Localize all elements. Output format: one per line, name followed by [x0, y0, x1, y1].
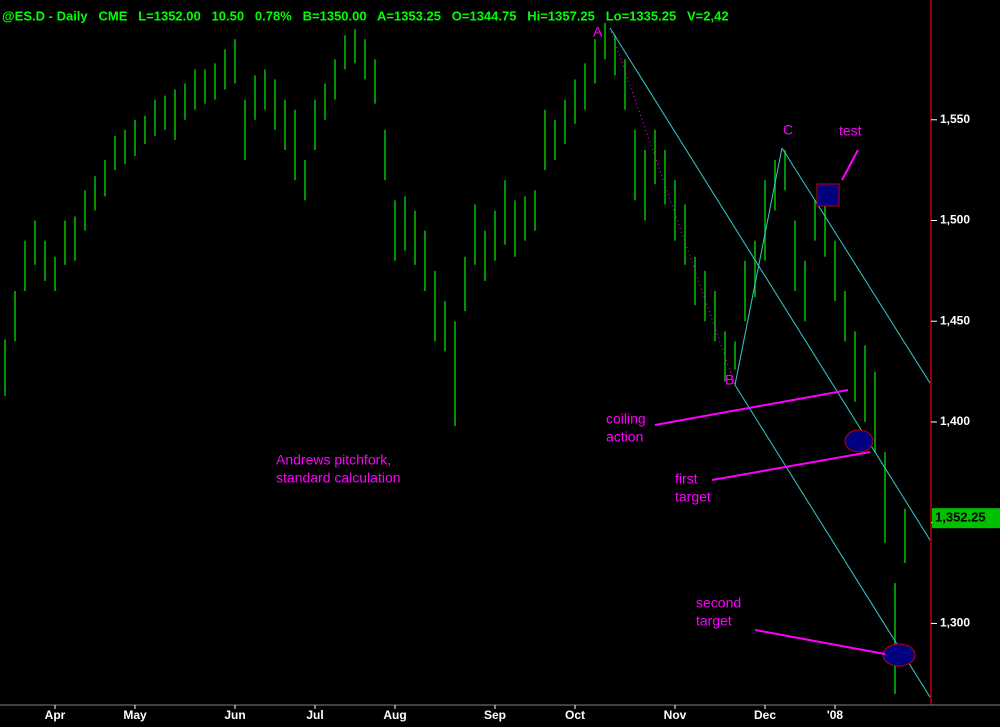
arrow	[754, 629, 886, 655]
annotation: target	[675, 489, 711, 505]
annotation: target	[696, 613, 732, 629]
x-tick-label: Sep	[484, 708, 506, 722]
y-tick-label: 1,300	[940, 616, 970, 630]
annotation: test	[839, 123, 862, 139]
arrow	[654, 389, 849, 426]
annotation: Andrews pitchfork,	[276, 452, 391, 468]
annotation: standard calculation	[276, 470, 401, 486]
annotation: first	[675, 471, 698, 487]
y-tick-label: 1,500	[940, 213, 970, 227]
x-tick-label: May	[123, 708, 147, 722]
x-tick-label: Nov	[664, 708, 687, 722]
point-label: C	[783, 122, 793, 138]
x-tick-label: Aug	[383, 708, 406, 722]
y-tick-label: 1,550	[940, 112, 970, 126]
last-price-box	[932, 508, 1000, 529]
x-tick-label: Apr	[45, 708, 66, 722]
first-target-marker	[844, 429, 874, 453]
annotation: coiling	[606, 411, 646, 427]
point-label: A	[593, 24, 603, 40]
arrows	[654, 149, 886, 655]
x-tick-label: Jul	[306, 708, 323, 722]
test-box	[816, 183, 840, 207]
x-tick-label: Jun	[224, 708, 245, 722]
x-tick-label: '08	[827, 708, 844, 722]
last-price-label: 1,352.25	[935, 510, 986, 525]
pitchfork-median	[609, 27, 931, 541]
annotation: second	[696, 595, 741, 611]
y-tick-label: 1,450	[940, 313, 970, 327]
arrow	[841, 149, 859, 181]
point-label: B	[725, 372, 734, 388]
annotation: action	[606, 429, 643, 445]
chart-title: @ES.D - Daily CME L=1352.00 10.50 0.78% …	[2, 8, 729, 23]
second-target-marker	[882, 643, 916, 667]
arrow	[711, 451, 871, 481]
y-tick-label: 1,400	[940, 414, 970, 428]
x-tick-label: Dec	[754, 708, 776, 722]
pitchfork-upper	[781, 147, 931, 384]
x-tick-label: Oct	[565, 708, 585, 722]
pivot-bc	[734, 147, 783, 386]
